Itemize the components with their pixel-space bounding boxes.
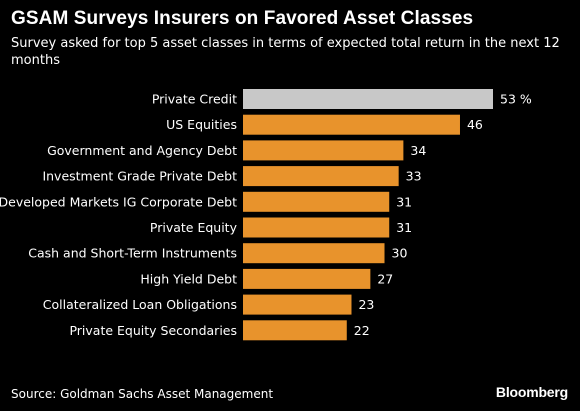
category-label: Government and Agency Debt <box>47 143 237 158</box>
bar <box>243 140 404 161</box>
category-label: Collateralized Loan Obligations <box>43 297 237 312</box>
source-note: Source: Goldman Sachs Asset Management <box>11 387 274 401</box>
category-label: Investment Grade Private Debt <box>42 169 237 184</box>
category-label: Developed Markets IG Corporate Debt <box>0 194 237 209</box>
bar <box>243 217 390 238</box>
category-label: Cash and Short-Term Instruments <box>28 246 237 261</box>
bar <box>243 191 390 212</box>
bar <box>243 320 347 341</box>
value-label: 31 <box>396 194 412 209</box>
category-label: Private Credit <box>152 92 237 107</box>
value-label: 53 % <box>500 92 532 107</box>
bar <box>243 114 460 135</box>
category-label: High Yield Debt <box>140 271 237 286</box>
value-label: 30 <box>392 246 408 261</box>
value-label: 23 <box>358 297 374 312</box>
category-label: Private Equity <box>150 220 238 235</box>
chart-subtitle: Survey asked for top 5 asset classes in … <box>11 36 560 68</box>
value-label: 27 <box>377 271 393 286</box>
category-label: Private Equity Secondaries <box>69 323 237 338</box>
bar <box>243 166 399 187</box>
bar <box>243 89 493 109</box>
value-label: 46 <box>467 117 483 132</box>
category-label: US Equities <box>166 117 237 132</box>
bar <box>243 268 371 289</box>
value-label: 31 <box>396 220 412 235</box>
value-label: 33 <box>406 169 422 184</box>
chart-title: GSAM Surveys Insurers on Favored Asset C… <box>11 8 474 29</box>
bar <box>243 294 352 315</box>
value-label: 34 <box>410 143 426 158</box>
value-label: 22 <box>354 323 370 338</box>
bloomberg-logo: Bloomberg <box>495 384 568 400</box>
bar <box>243 243 385 264</box>
